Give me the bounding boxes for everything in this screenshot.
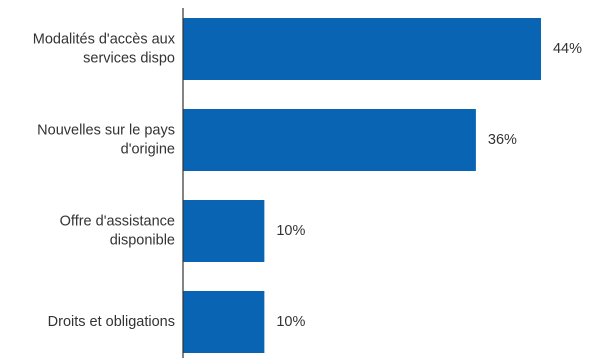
category-label-2-line-2: d'origine — [121, 142, 175, 158]
category-label-4: Droits et obligations — [48, 314, 175, 330]
value-label-3: 10% — [276, 223, 305, 239]
value-labels: 44% 36% 10% 10% — [276, 41, 582, 330]
bar-3 — [183, 200, 265, 262]
value-label-4: 10% — [276, 314, 305, 330]
value-label-2: 36% — [488, 132, 517, 148]
bar-4 — [183, 291, 265, 353]
category-label-4-line-1: Droits et obligations — [48, 314, 175, 330]
category-label-2: Nouvelles sur le pays d'origine — [37, 123, 175, 158]
category-label-3-line-1: Offre d'assistance — [60, 214, 175, 230]
category-labels: Modalités d'accès aux services dispo Nouve… — [33, 32, 176, 331]
category-label-2-line-1: Nouvelles sur le pays — [37, 123, 175, 139]
category-label-3: Offre d'assistance disponible — [60, 214, 175, 249]
category-label-1-line-2: services dispo — [83, 51, 175, 67]
category-label-1-line-1: Modalités d'accès aux — [33, 32, 176, 48]
value-label-1: 44% — [553, 41, 582, 57]
bars-group — [183, 18, 541, 353]
category-label-3-line-2: disponible — [110, 233, 175, 249]
bar-1 — [183, 18, 541, 80]
category-label-1: Modalités d'accès aux services dispo — [33, 32, 176, 67]
bar-2 — [183, 109, 476, 171]
